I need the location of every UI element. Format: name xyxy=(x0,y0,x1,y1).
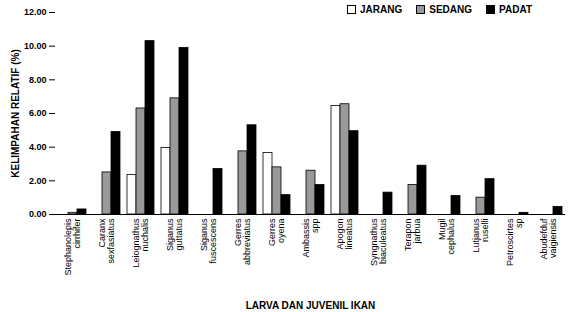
svg-text:Siganusfuscescens: Siganusfuscescens xyxy=(199,218,218,264)
svg-text:Petroscirtessp: Petroscirtessp xyxy=(505,218,524,266)
svg-text:Gerresabbreviatus: Gerresabbreviatus xyxy=(233,218,252,265)
svg-text:Syngnathusbiaculeatus: Syngnathusbiaculeatus xyxy=(369,218,388,266)
svg-text:0.00: 0.00 xyxy=(29,209,47,219)
svg-text:Teraponjarbua: Teraponjarbua xyxy=(403,219,422,252)
svg-text:Stephanolepiscirrhifer: Stephanolepiscirrhifer xyxy=(63,218,82,276)
svg-text:8.00: 8.00 xyxy=(29,75,47,85)
svg-text:12.00: 12.00 xyxy=(24,7,47,17)
svg-text:Lutjanusruselli: Lutjanusruselli xyxy=(471,218,490,253)
svg-text:Mugilcephalus: Mugilcephalus xyxy=(437,218,456,255)
html-text:JARANG: JARANG xyxy=(360,4,403,15)
html-text:PADAT: PADAT xyxy=(499,4,532,15)
svg-text:Apogonlineatus: Apogonlineatus xyxy=(335,218,354,250)
svg-text:Gerresoyena: Gerresoyena xyxy=(267,218,286,246)
svg-text:2.00: 2.00 xyxy=(29,176,47,186)
svg-text:Leiognathusnuchalis: Leiognathusnuchalis xyxy=(131,218,150,268)
svg-text:10.00: 10.00 xyxy=(24,41,47,51)
svg-text:6.00: 6.00 xyxy=(29,108,47,118)
svg-text:Siganusguttatus: Siganusguttatus xyxy=(165,218,184,251)
svg-text:Caranxsexfasiatus: Caranxsexfasiatus xyxy=(97,218,116,264)
html-text:SEDANG: SEDANG xyxy=(429,4,472,15)
svg-text:KELIMPAHAN RELATIF (%): KELIMPAHAN RELATIF (%) xyxy=(10,49,21,178)
svg-text:LARVA DAN JUVENIL IKAN: LARVA DAN JUVENIL IKAN xyxy=(246,300,376,311)
svg-text:4.00: 4.00 xyxy=(29,142,47,152)
svg-text:Ambassisspp: Ambassisspp xyxy=(301,218,320,258)
svg-text:Abudefdufvaigiensis: Abudefdufvaigiensis xyxy=(539,218,558,260)
